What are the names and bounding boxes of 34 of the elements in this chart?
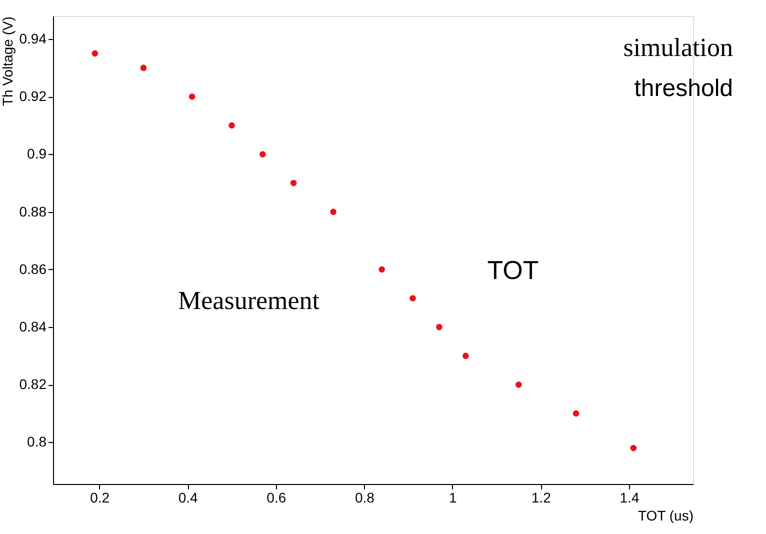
y-tick-label: 0.84 xyxy=(19,318,47,335)
y-tick-label: 0.9 xyxy=(27,146,47,162)
y-tick-label: 0.88 xyxy=(19,203,47,220)
x-tick-label: 1.4 xyxy=(620,490,640,506)
y-tick-label: 0.8 xyxy=(27,434,47,450)
point xyxy=(140,64,147,71)
point xyxy=(572,410,580,417)
y-tick-label: 0.86 xyxy=(19,260,47,277)
point xyxy=(410,295,416,302)
y-tick-label: 0.92 xyxy=(19,88,47,104)
y-tick-label: 0.94 xyxy=(19,30,47,47)
x-tick-label: 0.8 xyxy=(354,490,375,506)
point xyxy=(462,352,469,359)
annotation: Measurement xyxy=(178,286,320,315)
x-tick-label: 1.2 xyxy=(531,490,552,506)
y-tick-label: 0.82 xyxy=(19,376,47,392)
y-axis-title: Th Voltage (V) xyxy=(0,16,16,106)
point xyxy=(330,208,336,215)
point xyxy=(378,266,385,273)
point xyxy=(228,122,235,129)
annotation: TOT xyxy=(487,255,539,285)
point xyxy=(290,180,297,186)
x-tick-label: 1 xyxy=(449,490,458,506)
point xyxy=(436,324,442,330)
point xyxy=(92,50,98,57)
point xyxy=(188,93,196,100)
x-tick-label: 0.4 xyxy=(178,490,198,506)
point xyxy=(630,444,637,452)
annotation: simulation xyxy=(623,33,733,62)
annotation: threshold xyxy=(634,75,733,102)
point xyxy=(259,151,266,158)
x-tick-label: 0.2 xyxy=(90,490,110,506)
point xyxy=(515,381,522,388)
x-tick-label: 0.6 xyxy=(266,490,286,506)
